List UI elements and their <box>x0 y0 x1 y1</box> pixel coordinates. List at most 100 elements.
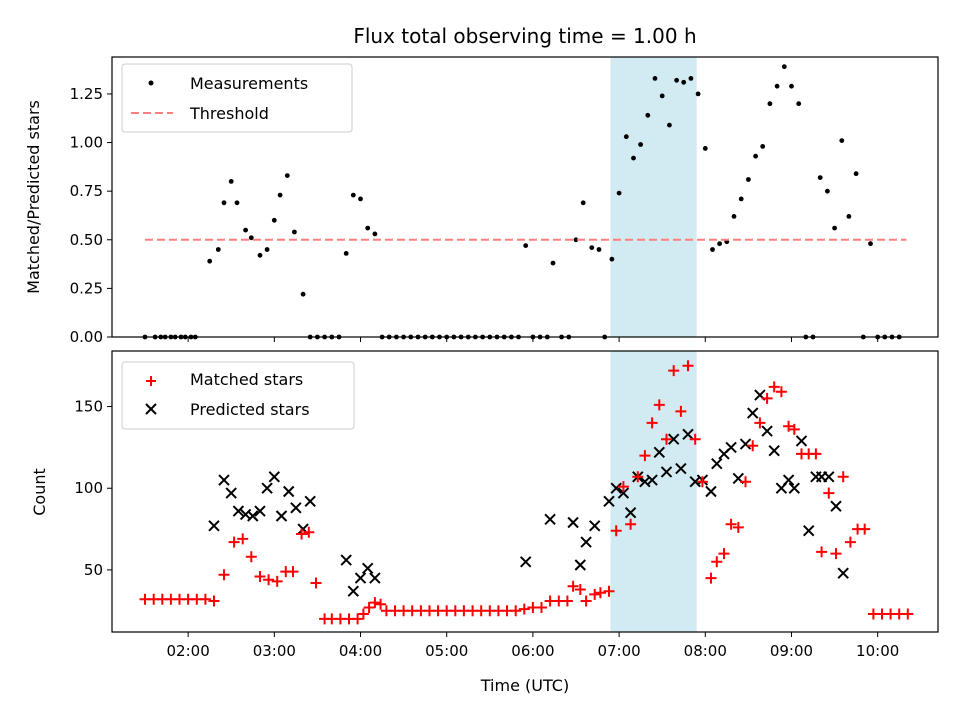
legend-label-matched: Matched stars <box>190 370 303 389</box>
predicted-star-point <box>711 457 723 470</box>
matched-star-point <box>689 433 701 445</box>
measurement-point <box>839 138 845 144</box>
matched-star-point <box>625 518 637 530</box>
measurement-point <box>767 101 773 107</box>
matched-star-point <box>788 423 800 435</box>
matched-star-point <box>208 595 220 607</box>
measurement-point <box>760 144 766 149</box>
predicted-star-point <box>347 585 360 597</box>
x-tick-label: 08:00 <box>684 642 727 660</box>
matched-star-point <box>589 588 601 600</box>
matched-star-point <box>711 556 723 568</box>
bottom-y-axis-label: Count <box>30 468 49 516</box>
measurement-point <box>781 64 787 70</box>
bottom-x-axis: 02:00 03:00 04:00 05:00 06:00 07:00 08:00 09:00… <box>167 632 899 660</box>
predicted-star-point <box>254 505 266 517</box>
predicted-star-point <box>823 471 835 483</box>
measurement-point <box>372 231 378 237</box>
measurement-point <box>550 260 556 266</box>
predicted-star-point <box>830 500 842 512</box>
y-tick-label: 150 <box>74 398 103 416</box>
matched-star-point <box>732 521 744 533</box>
predicted-star-point <box>519 556 532 568</box>
y-tick-label: 1.00 <box>70 134 103 152</box>
predicted-star-point <box>646 474 658 486</box>
predicted-star-point <box>667 433 680 445</box>
matched-star-point <box>580 595 592 607</box>
matched-star-point <box>639 450 651 462</box>
measurement-point <box>753 153 758 159</box>
matched-star-point <box>696 476 708 488</box>
matched-star-point <box>561 595 573 607</box>
matched-star-point <box>747 440 759 452</box>
matched-star-point <box>754 417 766 429</box>
matched-star-point <box>218 569 230 581</box>
bottom-y-axis: 50 100 150 <box>74 398 112 579</box>
highlight-span <box>610 57 697 337</box>
predicted-star-point <box>354 572 367 584</box>
matched-star-point <box>761 392 773 404</box>
matched-star-point <box>375 598 387 610</box>
predicted-star-point <box>739 438 752 450</box>
predicted-star-point <box>218 474 230 486</box>
predicted-star-point <box>544 513 556 526</box>
matched-star-point <box>271 575 283 587</box>
legend-marker-predicted <box>145 403 157 415</box>
matched-star-point <box>296 528 308 540</box>
measurement-point <box>243 227 249 233</box>
y-tick-label: 0.25 <box>70 279 103 297</box>
predicted-star-point <box>247 510 259 522</box>
measurement-point <box>573 237 579 243</box>
measurement-point <box>710 247 715 252</box>
predicted-star-point <box>617 487 630 499</box>
matched-star-point <box>254 571 266 582</box>
top-panel: 0.00 0.25 0.50 0.75 1.00 1.25 Matched/Predict… <box>24 56 939 346</box>
measurement-point <box>832 225 837 231</box>
measurement-point <box>284 173 290 179</box>
predicted-star-point <box>261 482 273 494</box>
y-tick-label: 0.50 <box>70 231 103 249</box>
predicted-star-point <box>208 520 220 532</box>
measurement-point <box>796 101 802 107</box>
measurement-point <box>717 241 722 247</box>
measurement-point <box>300 291 306 297</box>
matched-star-point <box>902 608 914 620</box>
matched-star-point <box>567 580 579 592</box>
x-tick-label: 07:00 <box>597 642 640 660</box>
predicted-star-point <box>761 425 773 437</box>
measurement-point <box>674 77 679 83</box>
measurement-point <box>667 122 672 128</box>
predicted-star-point <box>795 435 808 447</box>
measurement-point <box>695 91 701 97</box>
predicted-star-point <box>225 487 237 499</box>
x-tick-label: 04:00 <box>339 642 382 660</box>
predicted-star-point <box>603 495 615 508</box>
measurement-point <box>631 155 636 161</box>
predicted-star-point <box>574 559 587 571</box>
matched-star-point <box>363 602 375 613</box>
legend-label-measurements: Measurements <box>190 74 308 93</box>
predicted-star-point <box>653 446 666 459</box>
measurement-point <box>746 177 751 182</box>
matched-star-point <box>682 360 694 372</box>
x-tick-label: 10:00 <box>856 642 899 660</box>
matched-star-point <box>603 585 615 597</box>
measurement-point <box>292 229 297 235</box>
measurement-point <box>248 235 254 241</box>
x-axis-label: Time (UTC) <box>480 676 569 695</box>
measurement-point <box>616 190 622 196</box>
matched-star-point <box>740 476 751 488</box>
matched-star-point <box>574 584 586 595</box>
measurement-point <box>264 247 270 252</box>
matched-star-point <box>303 526 315 538</box>
measurement-point <box>580 200 586 206</box>
matched-star-point <box>646 417 658 429</box>
predicted-star-point <box>782 474 795 486</box>
predicted-star-point <box>567 516 579 529</box>
measurement-point <box>215 247 221 252</box>
legend-marker-matched <box>146 376 156 386</box>
predicted-star-point <box>361 562 374 575</box>
predicted-star-point <box>580 536 592 548</box>
measurement-point <box>609 256 615 262</box>
